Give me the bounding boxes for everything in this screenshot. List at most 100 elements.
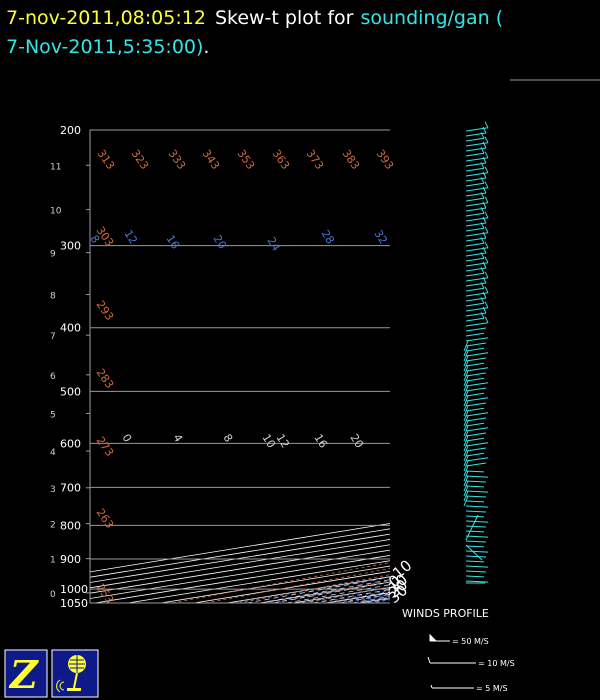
wind-barb-flag: [482, 246, 487, 254]
isotherm-line: [325, 592, 390, 603]
wind-barb-flag: [482, 201, 487, 209]
wind-barb: [465, 540, 487, 543]
winds-profile-panel: [463, 121, 489, 584]
wind-barb-flag: [480, 297, 485, 304]
dry-adiabat-line: [440, 130, 600, 603]
moist-adiabat-line: [246, 576, 390, 603]
wind-barb: [465, 417, 487, 422]
isotherm-line: [90, 544, 390, 594]
dry-adiabat-line: [506, 130, 600, 603]
wind-barb: [465, 257, 485, 262]
wind-barb: [465, 347, 485, 352]
wind-barb: [465, 550, 489, 553]
wind-barb-flag: [480, 252, 485, 259]
wind-barb-flag: [482, 171, 487, 179]
wind-barb: [465, 277, 489, 282]
height-tick-label: 7: [50, 332, 56, 342]
wind-barb: [465, 342, 487, 347]
wind-barb-flag: [482, 276, 487, 284]
wind-barb-flag: [480, 282, 485, 289]
dry-adiabat-line: [272, 580, 390, 603]
wind-barb: [465, 560, 485, 563]
pressure-label: 400: [60, 322, 81, 335]
dry-adiabat-label: 383: [340, 147, 363, 172]
moist-adiabat-label: 10: [259, 432, 277, 451]
wind-barb: [465, 427, 489, 432]
height-tick-label: 6: [50, 372, 56, 382]
wind-barb: [465, 570, 487, 573]
height-tick-label: 9: [50, 250, 56, 260]
plot-frame: [86, 130, 390, 604]
moist-adiabat-label: 4: [170, 432, 185, 445]
dry-adiabat-label: 393: [374, 147, 397, 172]
wind-barb: [465, 207, 487, 212]
title-source: sounding/gan (: [360, 7, 503, 29]
mixing-ratio-label: 12: [121, 228, 139, 247]
height-tick-label: 4: [50, 448, 56, 458]
pressure-label: 200: [60, 124, 81, 137]
wind-barb: [465, 555, 487, 558]
mixing-ratio-line: [264, 581, 390, 603]
wind-barb: [465, 387, 487, 392]
wind-barb: [465, 432, 487, 437]
wind-barb-flag: [484, 226, 489, 233]
wind-barb-flag: [482, 291, 487, 299]
wind-barb: [465, 520, 489, 523]
wind-barb: [465, 530, 485, 533]
wind-barb: [465, 322, 489, 327]
wind-barb: [465, 312, 487, 317]
wind-barb-flag: [480, 207, 485, 214]
wind-barb-flag: [480, 267, 485, 274]
isotherm-line: [226, 576, 390, 603]
isotherm-line: [90, 523, 390, 573]
wind-barb: [465, 382, 489, 387]
wind-barb: [465, 282, 487, 287]
pressure-label: 900: [60, 553, 81, 566]
dry-adiabat-line: [305, 586, 390, 603]
wind-barb: [465, 332, 485, 337]
wind-barb: [465, 237, 487, 242]
wind-barb-flag: [484, 256, 489, 263]
height-tick-label: 0: [50, 590, 56, 600]
title-line-1: 7-nov-2011,08:05:12 Skew-t plot for soundi…: [6, 7, 503, 29]
wind-barb-flag: [484, 271, 489, 278]
mixing-ratio-label: 20: [210, 233, 228, 252]
wind-barb: [465, 192, 487, 197]
pressure-label: 300: [60, 240, 81, 253]
logo-microphone[interactable]: [51, 649, 99, 698]
wind-barb: [465, 177, 487, 182]
wind-barb: [465, 447, 487, 452]
wind-barb: [465, 227, 485, 232]
pressure-label: 1000: [60, 583, 88, 596]
dry-adiabat-line: [238, 574, 390, 603]
wind-barb: [465, 480, 487, 483]
wind-barb: [465, 422, 485, 427]
winds-legend: = 50 M/S = 10 M/S = 5 M/S: [427, 633, 515, 693]
wind-barb-flag: [484, 301, 489, 308]
wind-barb-flag: [480, 312, 485, 319]
wind-barb: [465, 247, 489, 252]
moist-adiabat-line: [299, 586, 390, 603]
isotherm-line: [127, 560, 390, 603]
dry-adiabat-line: [171, 562, 390, 603]
moist-adiabat-line: [259, 579, 390, 603]
wind-barb: [465, 152, 485, 157]
logo-z[interactable]: Z: [4, 649, 48, 698]
z-letter-icon: Z: [8, 652, 39, 697]
legend-barb-5-icon: [430, 684, 474, 689]
wind-barb-flag: [480, 222, 485, 229]
wind-barb: [465, 287, 485, 292]
wind-barb: [465, 377, 485, 382]
wind-barb: [465, 490, 489, 493]
skew-t-plot-area: 313 323 333 343 353 363 373 383 3933032932832732…: [50, 124, 600, 610]
wind-barb: [465, 182, 485, 187]
wind-barb-flag: [484, 136, 489, 143]
wind-barb: [465, 142, 489, 147]
wind-barb: [465, 222, 487, 227]
isobar-lines: [90, 129, 390, 590]
wind-barb: [465, 267, 487, 272]
wind-barb: [465, 307, 489, 312]
wind-barb-flag: [480, 147, 485, 154]
wind-barb-flag: [484, 196, 489, 203]
